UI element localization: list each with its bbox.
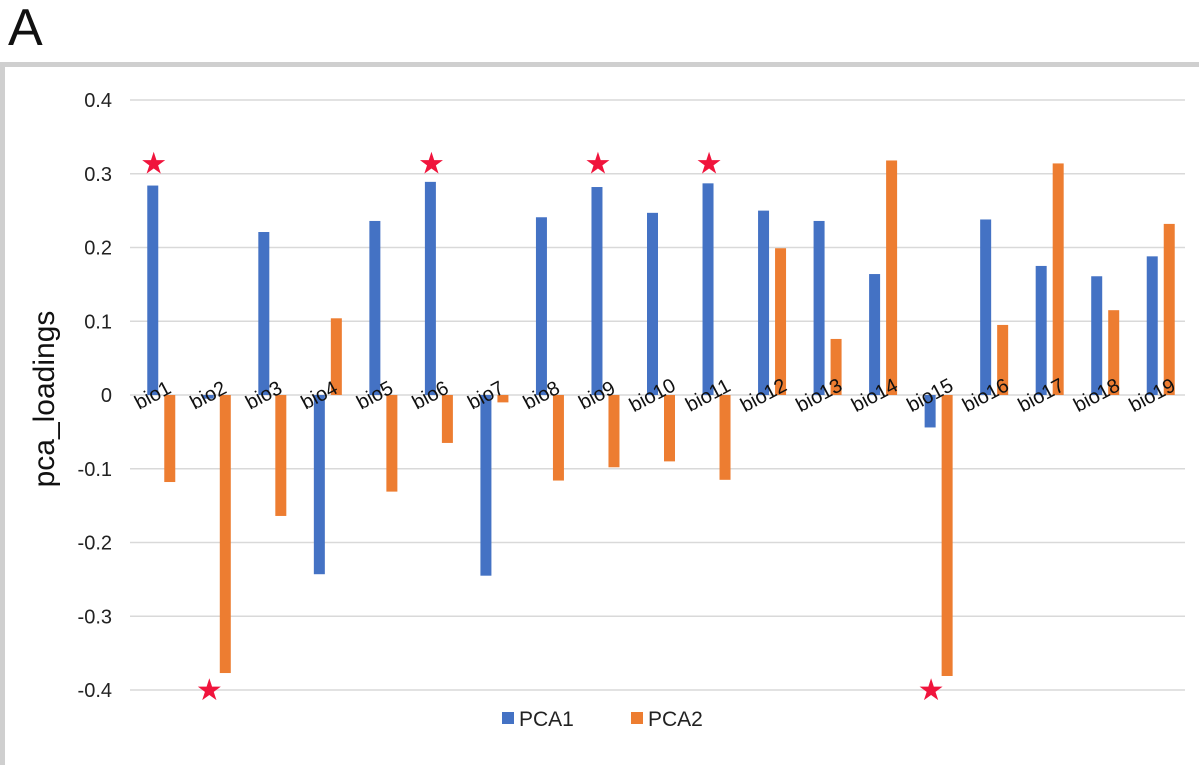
bar-pca1-bio14 xyxy=(869,274,881,395)
bar-pca2-bio11 xyxy=(719,395,731,480)
bar-pca1-bio3 xyxy=(258,232,270,395)
bar-pca2-bio1 xyxy=(164,395,176,483)
bar-pca2-bio15 xyxy=(941,395,953,676)
legend-swatch-pca1 xyxy=(502,712,514,724)
star-icon: ★ xyxy=(696,146,723,181)
bar-pca2-bio3 xyxy=(275,395,287,516)
bar-pca1-bio9 xyxy=(591,187,603,395)
bar-pca2-bio13 xyxy=(830,338,842,395)
bar-pca2-bio14 xyxy=(886,160,898,395)
bar-pca2-bio18 xyxy=(1108,310,1120,395)
y-tick-label: -0.4 xyxy=(78,680,112,702)
star-icon: ★ xyxy=(585,146,612,181)
bar-pca1-bio4 xyxy=(313,395,325,575)
bar-pca2-bio10 xyxy=(664,395,675,462)
bar-pca2-bio6 xyxy=(441,395,453,443)
bar-pca2-bio7 xyxy=(497,395,509,403)
bar-pca2-bio17 xyxy=(1052,163,1064,395)
bar-pca1-bio15 xyxy=(924,395,936,428)
bar-pca1-bio10 xyxy=(647,212,658,395)
bar-pca1-bio1 xyxy=(147,185,159,395)
bar-pca1-bio6 xyxy=(424,181,436,395)
bar-pca2-bio19 xyxy=(1163,223,1175,395)
y-tick-label: 0.1 xyxy=(84,311,112,333)
star-icon: ★ xyxy=(140,146,167,181)
panel-letter: A xyxy=(8,0,43,57)
legend-swatch-pca2 xyxy=(631,712,643,724)
star-icon: ★ xyxy=(918,673,945,708)
y-tick-label: 0 xyxy=(101,385,112,407)
y-tick-labels: 0.4 0.3 0.2 0.1 0 -0.1 -0.2 -0.3 -0.4 xyxy=(78,90,112,702)
bar-pca1-bio5 xyxy=(369,220,381,395)
bar-pca2-bio12 xyxy=(775,248,787,395)
bar-pca1-bio18 xyxy=(1091,276,1103,395)
chart-frame xyxy=(0,62,1199,765)
bar-pca2-bio4 xyxy=(330,318,342,395)
y-tick-label: 0.4 xyxy=(84,90,112,112)
bar-pca1-bio12 xyxy=(758,210,770,395)
bar-pca1-bio19 xyxy=(1146,256,1158,395)
y-tick-label: -0.1 xyxy=(78,459,112,481)
bars xyxy=(147,160,1175,676)
legend-label-pca1: PCA1 xyxy=(519,708,574,731)
y-tick-label: -0.2 xyxy=(78,533,112,555)
y-axis-label: pca_loadings xyxy=(28,311,61,488)
bar-pca1-bio11 xyxy=(702,183,714,395)
bar-pca2-bio9 xyxy=(608,395,620,468)
bar-pca2-bio2 xyxy=(219,395,231,674)
bar-pca1-bio2 xyxy=(202,395,214,399)
bar-pca2-bio16 xyxy=(997,324,1009,395)
bar-pca1-bio8 xyxy=(535,217,547,395)
bar-pca1-bio16 xyxy=(980,219,992,395)
bar-pca1-bio7 xyxy=(480,395,492,576)
bar-pca2-bio8 xyxy=(552,395,564,481)
legend: PCA1 PCA2 xyxy=(502,708,703,731)
star-icon: ★ xyxy=(418,146,445,181)
bar-pca2-bio5 xyxy=(386,395,398,492)
y-tick-label: 0.2 xyxy=(84,238,112,260)
bar-pca1-bio13 xyxy=(813,220,825,395)
star-icon: ★ xyxy=(196,673,223,708)
y-tick-label: -0.3 xyxy=(78,606,112,628)
bar-pca1-bio17 xyxy=(1035,265,1047,395)
legend-label-pca2: PCA2 xyxy=(648,708,703,731)
y-tick-label: 0.3 xyxy=(84,164,112,186)
star-annotations: ★ ★ ★ ★ ★ ★ xyxy=(140,146,944,708)
